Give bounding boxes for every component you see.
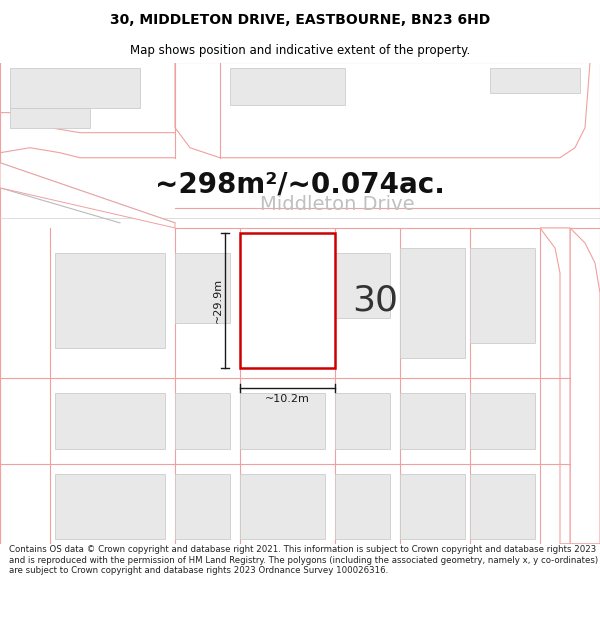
Bar xyxy=(55,253,165,348)
Bar xyxy=(175,253,230,323)
Bar xyxy=(240,474,325,539)
Bar xyxy=(470,248,535,343)
Bar xyxy=(335,474,390,539)
Bar xyxy=(400,248,465,358)
Bar xyxy=(240,233,335,368)
Polygon shape xyxy=(0,162,175,228)
Bar xyxy=(175,474,230,539)
Text: ~10.2m: ~10.2m xyxy=(265,394,310,404)
Polygon shape xyxy=(175,62,590,158)
Text: Middleton Drive: Middleton Drive xyxy=(260,196,415,214)
Text: ~29.9m: ~29.9m xyxy=(213,278,223,323)
Bar xyxy=(10,107,90,127)
Polygon shape xyxy=(540,228,570,544)
Bar xyxy=(175,393,230,449)
Bar xyxy=(335,253,390,318)
Polygon shape xyxy=(570,228,600,544)
Bar xyxy=(400,393,465,449)
Bar xyxy=(400,474,465,539)
Bar xyxy=(335,393,390,449)
Bar xyxy=(470,474,535,539)
Bar xyxy=(230,68,345,104)
Text: ~298m²/~0.074ac.: ~298m²/~0.074ac. xyxy=(155,171,445,199)
Bar xyxy=(55,393,165,449)
Text: Contains OS data © Crown copyright and database right 2021. This information is : Contains OS data © Crown copyright and d… xyxy=(9,546,598,575)
Bar xyxy=(55,474,165,539)
Text: 30: 30 xyxy=(352,284,398,318)
Bar xyxy=(10,68,140,108)
Bar xyxy=(490,68,580,92)
Bar xyxy=(470,393,535,449)
Text: 30, MIDDLETON DRIVE, EASTBOURNE, BN23 6HD: 30, MIDDLETON DRIVE, EASTBOURNE, BN23 6H… xyxy=(110,12,490,26)
Bar xyxy=(240,393,325,449)
Text: Map shows position and indicative extent of the property.: Map shows position and indicative extent… xyxy=(130,44,470,57)
